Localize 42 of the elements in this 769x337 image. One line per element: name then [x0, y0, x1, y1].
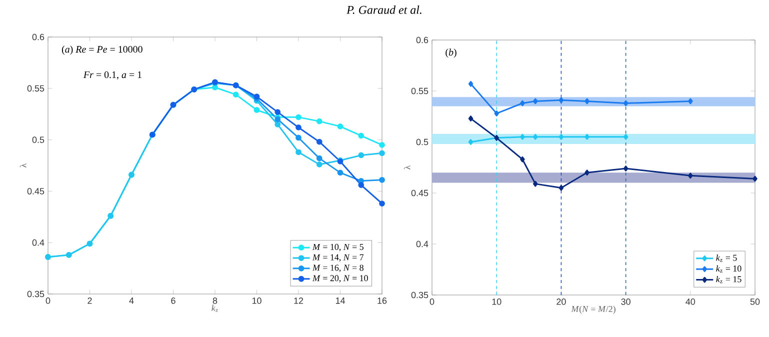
legend-label: M = 10, N = 5 [312, 244, 364, 252]
x-axis-title: M(N = M/2) [571, 306, 616, 314]
legend-label: M = 14, N = 7 [312, 254, 364, 262]
y-tick-label: 0.55 [411, 88, 428, 94]
annotation: (b) [446, 48, 456, 58]
x-tick-label: 4 [129, 298, 134, 304]
x-tick-label: 40 [686, 298, 696, 305]
x-tick-label: 8 [212, 298, 218, 304]
y-tick-label: 0.6 [32, 34, 44, 40]
x-tick-label: 2 [88, 298, 92, 304]
x-tick-label: 50 [750, 298, 760, 305]
x-tick-label: 0 [430, 298, 434, 305]
y-tick-label: 0.35 [27, 290, 44, 298]
y-tick-label: 0.4 [32, 239, 44, 246]
y-tick-label: 0.4 [416, 240, 428, 248]
x-tick-label: 10 [252, 298, 262, 304]
x-tick-label: 10 [492, 298, 502, 305]
legend-label: M = 16, N = 8 [312, 264, 364, 272]
x-tick-label: 12 [294, 298, 304, 304]
y-tick-label: 0.45 [27, 188, 44, 194]
y-axis-title: λ [404, 165, 410, 170]
x-tick-label: 0 [46, 298, 50, 304]
x-axis-title: k$_{z}$ [212, 304, 218, 312]
annotation: Fr = 0.1, a = 1 [83, 71, 142, 80]
x-tick-label: 6 [171, 298, 176, 304]
legend-label: k$_{z}$ = 10 [716, 265, 742, 272]
x-tick-label: 20 [556, 298, 566, 305]
legend-label: M = 20, N = 10 [312, 275, 368, 282]
legend-label: k$_{z}$ = 5 [716, 254, 737, 262]
y-tick-label: 0.45 [411, 190, 428, 196]
y-axis-title: λ [20, 163, 26, 168]
y-tick-label: 0.6 [416, 36, 428, 44]
y-tick-label: 0.55 [27, 85, 44, 92]
legend-label: k$_{z}$ = 15 [716, 276, 742, 284]
chart-title: P. Garaud et al. [346, 6, 422, 14]
x-tick-label: 14 [336, 298, 345, 304]
y-tick-label: 0.5 [32, 136, 44, 143]
x-tick-label: 16 [378, 298, 387, 304]
y-tick-label: 0.5 [416, 138, 428, 146]
annotation: (a) Re = Pe = 10000 [62, 46, 142, 55]
y-tick-label: 0.35 [411, 292, 428, 298]
x-tick-label: 30 [621, 298, 630, 305]
